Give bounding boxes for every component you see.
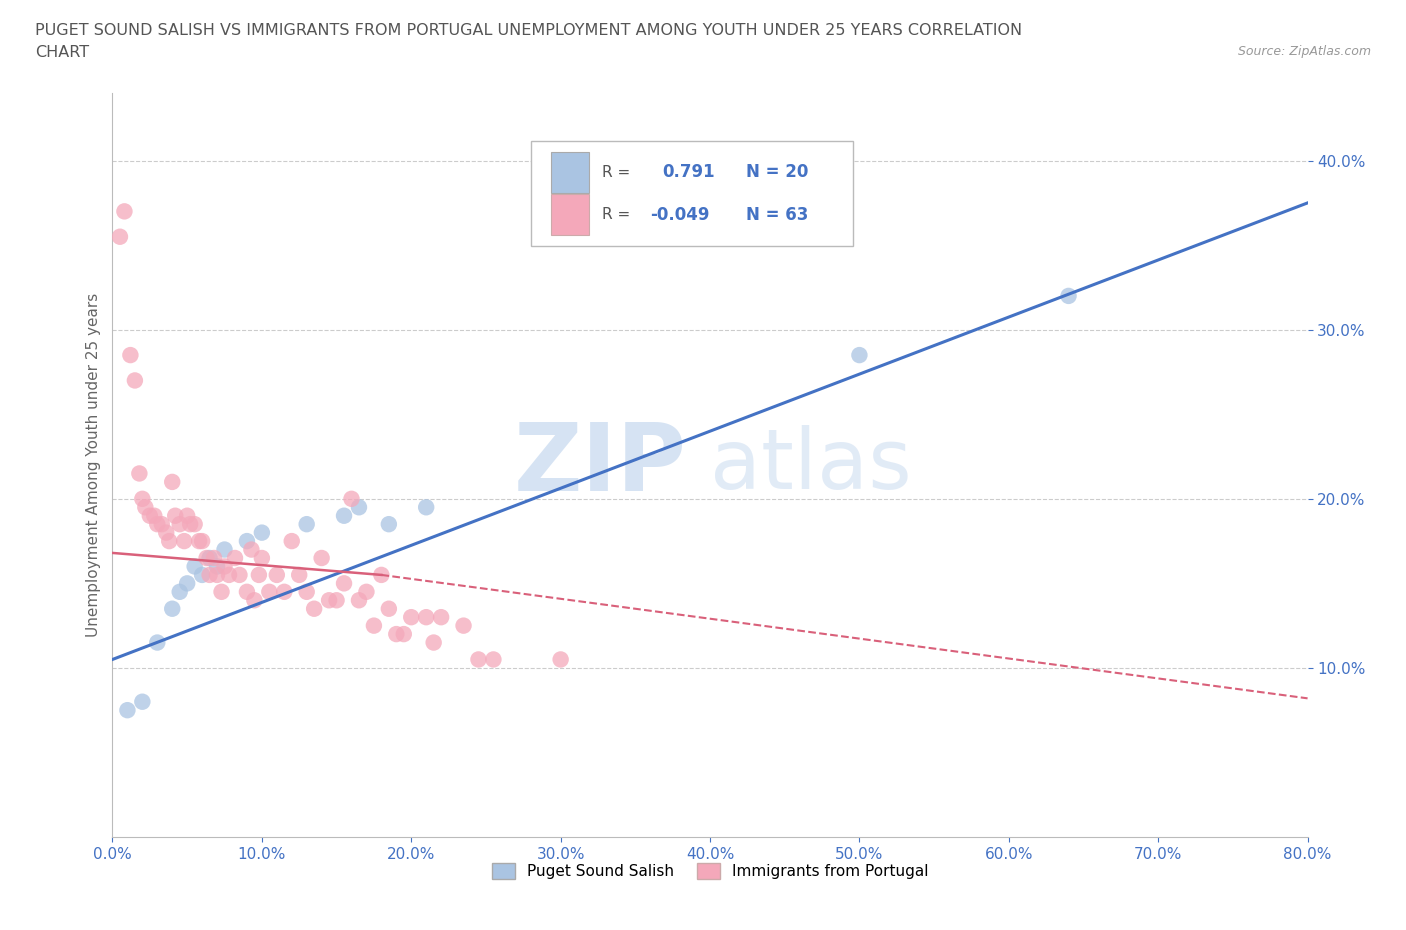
Point xyxy=(453,618,475,633)
Point xyxy=(173,534,195,549)
Text: Source: ZipAtlas.com: Source: ZipAtlas.com xyxy=(1237,45,1371,58)
Point xyxy=(183,559,205,574)
Point xyxy=(214,559,236,574)
Point xyxy=(259,584,281,599)
Point xyxy=(108,230,131,245)
Point xyxy=(205,559,228,574)
Point xyxy=(281,534,304,549)
Point xyxy=(363,618,385,633)
Point xyxy=(183,517,205,532)
Point xyxy=(273,584,295,599)
Point xyxy=(155,525,177,540)
Point xyxy=(131,695,153,710)
Point xyxy=(202,551,225,565)
FancyBboxPatch shape xyxy=(531,141,853,246)
Point xyxy=(318,592,340,607)
Point xyxy=(430,610,453,625)
Point xyxy=(179,517,201,532)
Point xyxy=(250,525,273,540)
Point xyxy=(240,542,263,557)
FancyBboxPatch shape xyxy=(551,194,589,235)
Point xyxy=(228,567,250,582)
Point xyxy=(236,534,259,549)
Point xyxy=(165,509,187,524)
Point xyxy=(198,567,221,582)
Point xyxy=(482,652,505,667)
Point xyxy=(848,348,870,363)
Text: R =: R = xyxy=(603,165,631,179)
Point xyxy=(198,551,221,565)
Point xyxy=(150,517,173,532)
Point xyxy=(467,652,489,667)
Point xyxy=(333,576,356,591)
Text: ZIP: ZIP xyxy=(513,419,686,511)
Y-axis label: Unemployment Among Youth under 25 years: Unemployment Among Youth under 25 years xyxy=(86,293,101,637)
Text: PUGET SOUND SALISH VS IMMIGRANTS FROM PORTUGAL UNEMPLOYMENT AMONG YOUTH UNDER 25: PUGET SOUND SALISH VS IMMIGRANTS FROM PO… xyxy=(35,23,1022,38)
FancyBboxPatch shape xyxy=(551,152,589,193)
Point xyxy=(378,602,401,617)
Point xyxy=(236,584,259,599)
Point xyxy=(325,592,347,607)
Point xyxy=(378,517,401,532)
Point xyxy=(146,635,169,650)
Point xyxy=(157,534,180,549)
Point xyxy=(146,517,169,532)
Point xyxy=(211,584,233,599)
Point xyxy=(117,703,139,718)
Point xyxy=(191,567,214,582)
Point xyxy=(333,509,356,524)
Point xyxy=(243,592,266,607)
Point xyxy=(302,602,325,617)
Point xyxy=(415,499,437,514)
Text: N = 63: N = 63 xyxy=(747,206,808,224)
Point xyxy=(247,567,270,582)
Point xyxy=(205,567,228,582)
Text: CHART: CHART xyxy=(35,45,89,60)
Point xyxy=(114,204,135,219)
Point xyxy=(415,610,437,625)
Legend: Puget Sound Salish, Immigrants from Portugal: Puget Sound Salish, Immigrants from Port… xyxy=(485,857,935,885)
Point xyxy=(370,567,392,582)
Point xyxy=(347,592,370,607)
Point xyxy=(422,635,444,650)
Point xyxy=(176,576,198,591)
Point xyxy=(162,602,183,617)
Point xyxy=(134,499,156,514)
Text: N = 20: N = 20 xyxy=(747,163,808,181)
Point xyxy=(188,534,211,549)
Text: atlas: atlas xyxy=(710,424,911,506)
Point xyxy=(176,509,198,524)
Point xyxy=(224,551,246,565)
Point xyxy=(195,551,218,565)
Point xyxy=(128,466,150,481)
Point xyxy=(169,584,191,599)
Point xyxy=(340,491,363,506)
Point xyxy=(218,567,240,582)
Point xyxy=(347,499,370,514)
Text: R =: R = xyxy=(603,207,631,222)
Point xyxy=(311,551,333,565)
Point xyxy=(131,491,153,506)
Point xyxy=(266,567,288,582)
Point xyxy=(1057,288,1080,303)
Point xyxy=(191,534,214,549)
Text: -0.049: -0.049 xyxy=(650,206,710,224)
Point xyxy=(162,474,183,489)
Point xyxy=(392,627,415,642)
Text: 0.791: 0.791 xyxy=(662,163,714,181)
Point xyxy=(295,517,318,532)
Point xyxy=(124,373,146,388)
Point xyxy=(214,542,236,557)
Point xyxy=(250,551,273,565)
Point xyxy=(385,627,408,642)
Point xyxy=(169,517,191,532)
Point xyxy=(356,584,378,599)
Point xyxy=(120,348,142,363)
Point xyxy=(139,509,162,524)
Point xyxy=(401,610,423,625)
Point xyxy=(288,567,311,582)
Point xyxy=(295,584,318,599)
Point xyxy=(550,652,572,667)
Point xyxy=(143,509,166,524)
